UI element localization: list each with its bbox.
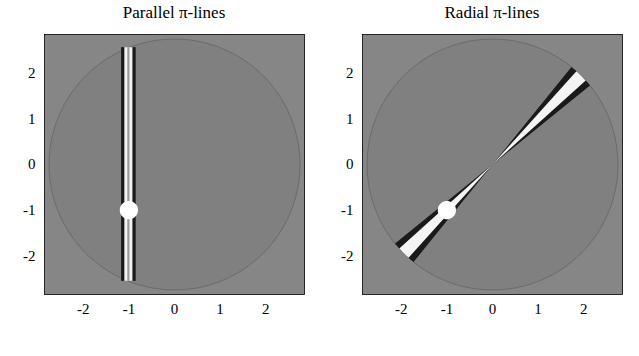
svg-text:-2: -2 xyxy=(23,248,36,264)
svg-text:-2: -2 xyxy=(341,248,354,264)
svg-text:2: 2 xyxy=(262,301,270,317)
svg-text:1: 1 xyxy=(346,111,354,127)
html-text:Parallel π-lines: Parallel π-lines xyxy=(122,3,226,22)
svg-text:-1: -1 xyxy=(123,301,136,317)
svg-text:-1: -1 xyxy=(341,202,354,218)
svg-text:1: 1 xyxy=(534,301,542,317)
svg-text:0: 0 xyxy=(28,156,36,172)
svg-text:2: 2 xyxy=(580,301,588,317)
svg-text:0: 0 xyxy=(346,156,354,172)
svg-text:1: 1 xyxy=(216,301,224,317)
svg-text:2: 2 xyxy=(28,65,36,81)
svg-text:-2: -2 xyxy=(395,301,408,317)
svg-text:0: 0 xyxy=(171,301,179,317)
svg-text:-2: -2 xyxy=(77,301,90,317)
svg-text:2: 2 xyxy=(346,65,354,81)
html-text:Radial π-lines: Radial π-lines xyxy=(444,3,540,22)
svg-text:-1: -1 xyxy=(441,301,454,317)
svg-text:-1: -1 xyxy=(23,202,36,218)
svg-text:1: 1 xyxy=(28,111,36,127)
svg-text:0: 0 xyxy=(489,301,497,317)
